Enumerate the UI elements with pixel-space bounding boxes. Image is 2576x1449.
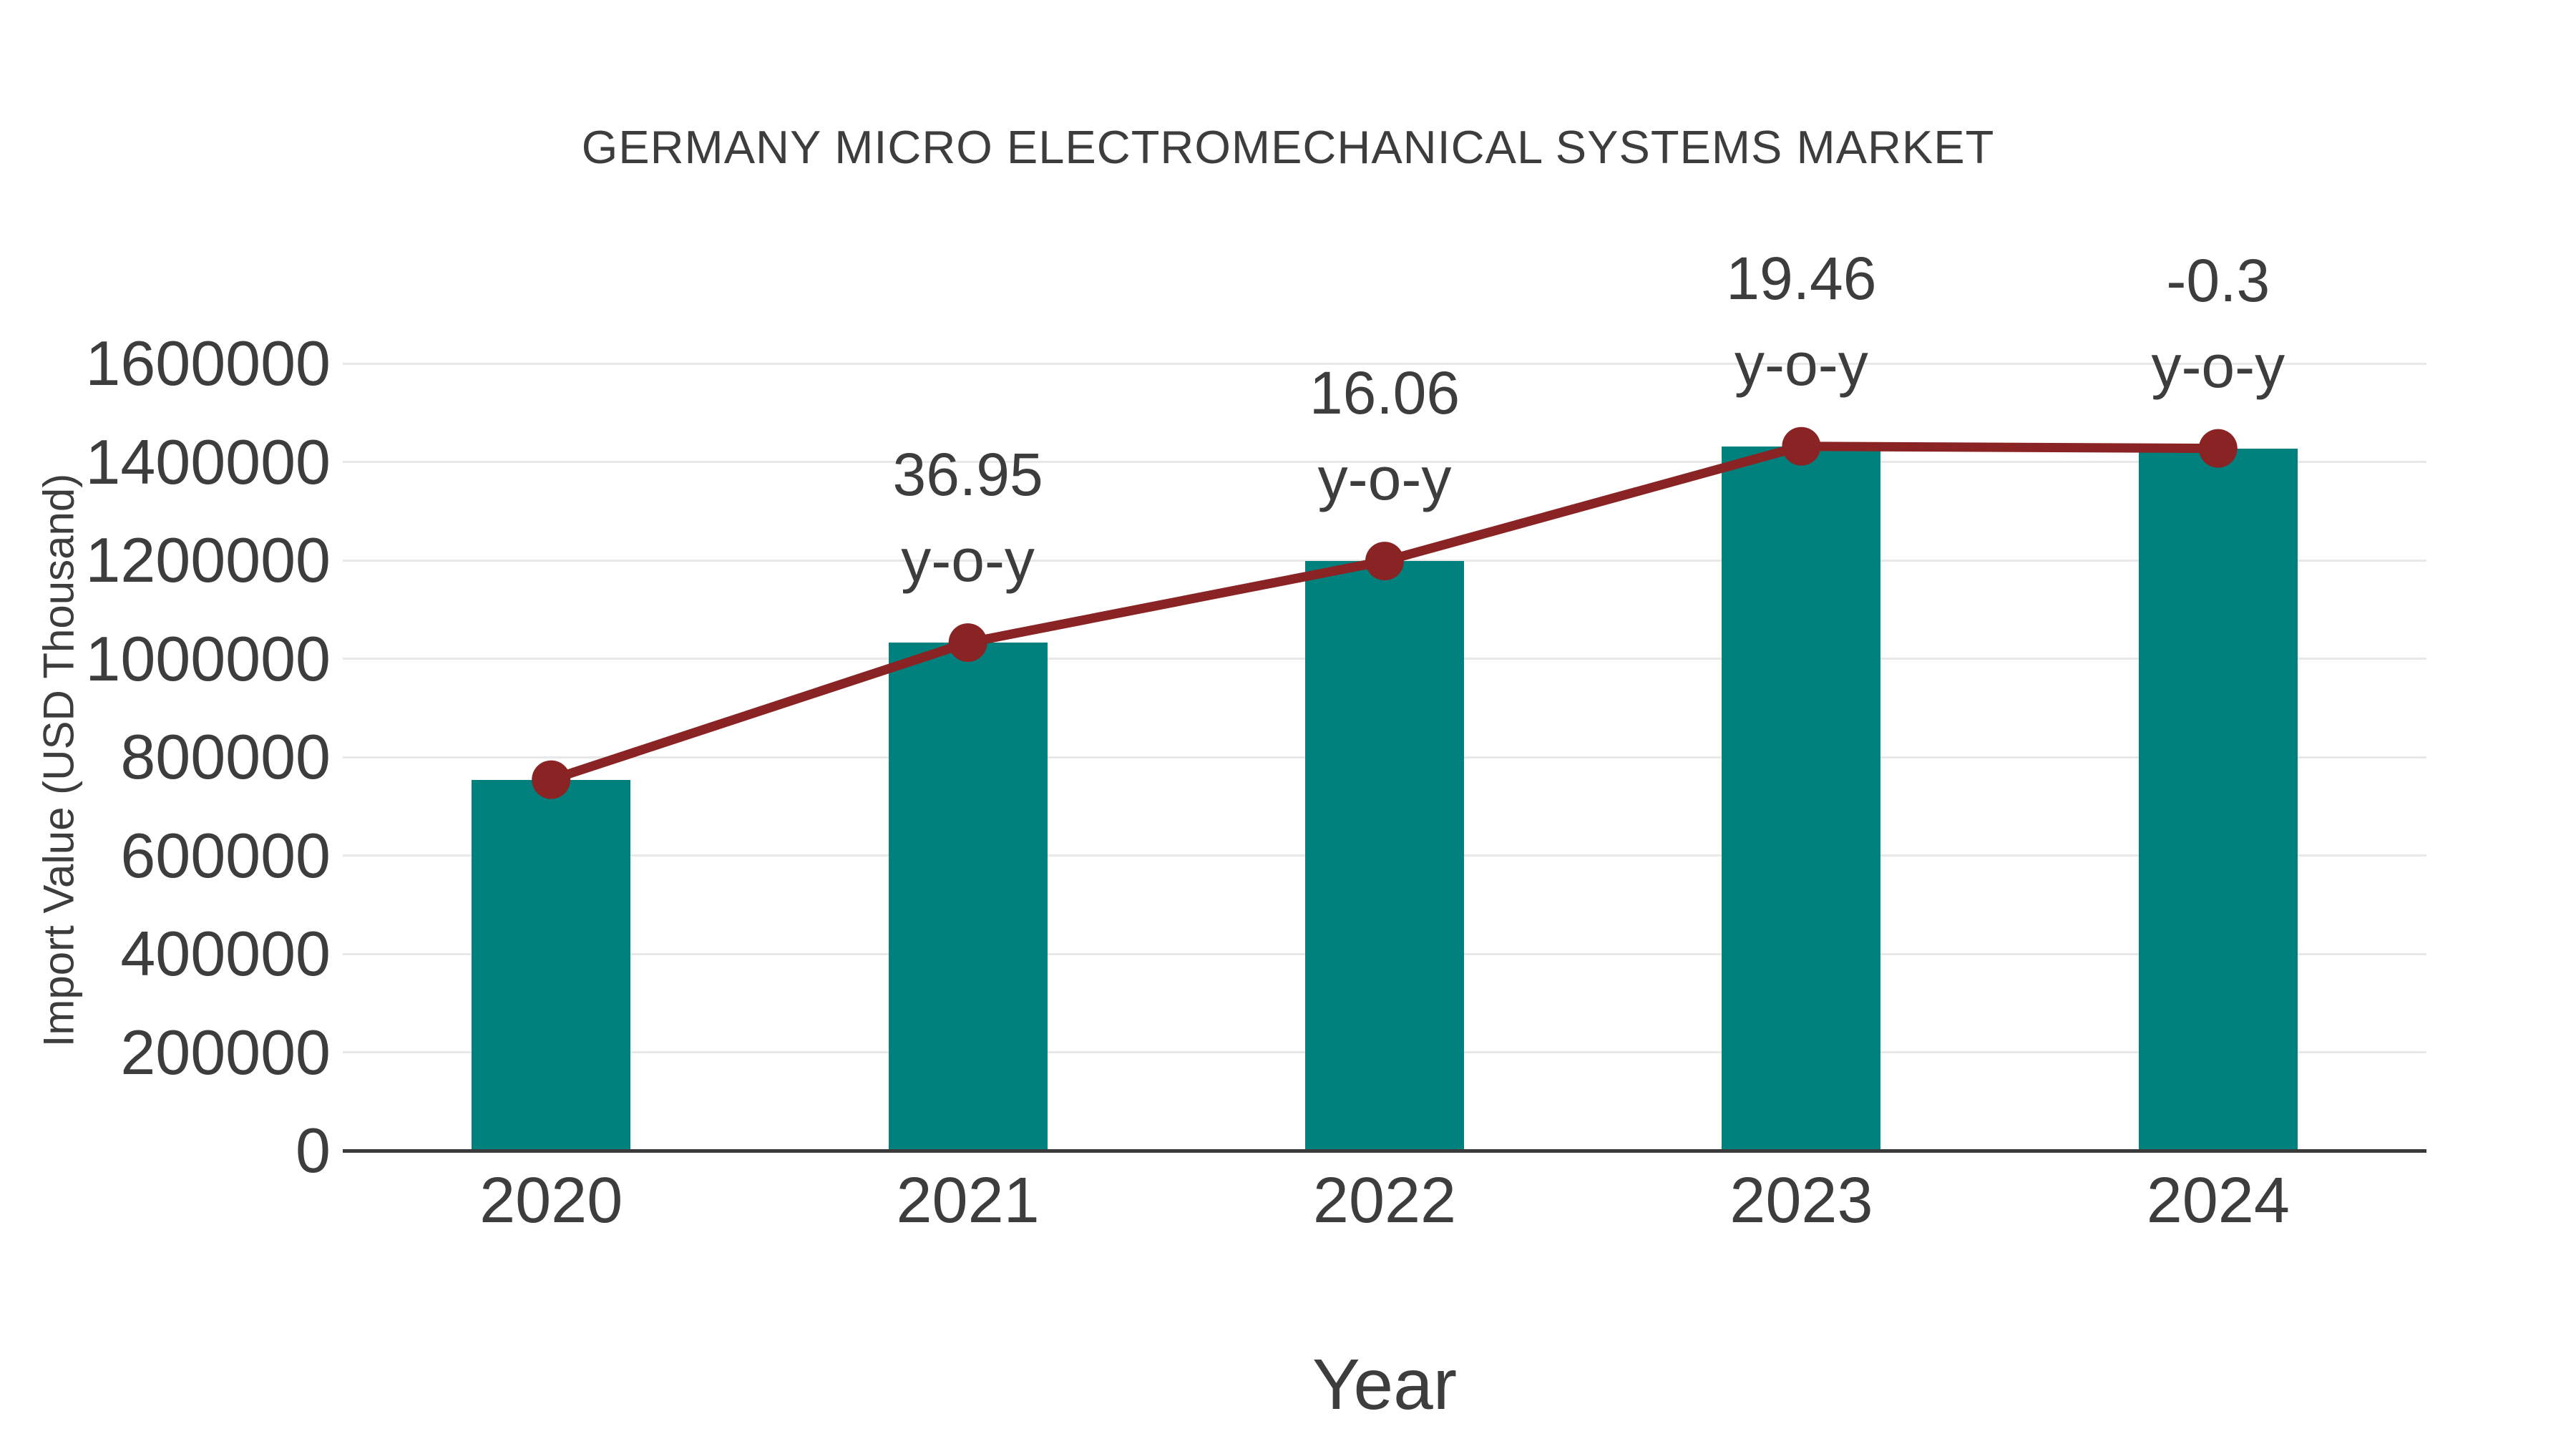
y-tick-label: 1000000 [85, 623, 331, 694]
bar-2020[interactable] [472, 779, 631, 1151]
marker-2024[interactable] [2198, 429, 2238, 468]
annotation-2022: 16.06 y-o-y [1309, 359, 1460, 513]
x-tick-label: 2021 [896, 1165, 1040, 1236]
y-tick-label: 1600000 [85, 328, 331, 399]
gridline [343, 461, 2426, 463]
y-tick-label: 800000 [120, 721, 331, 792]
y-tick-label: 1400000 [85, 426, 331, 497]
marker-2023[interactable] [1782, 426, 1821, 466]
y-tick-label: 600000 [120, 819, 331, 891]
y-tick-label: 200000 [120, 1016, 331, 1088]
marker-2022[interactable] [1365, 542, 1404, 581]
annotation-2023: 19.46 y-o-y [1726, 244, 1877, 398]
bar-2023[interactable] [1722, 446, 1881, 1151]
bar-2022[interactable] [1305, 561, 1464, 1151]
annotation-2021: 36.95 y-o-y [892, 441, 1043, 595]
x-tick-label: 2024 [2146, 1165, 2290, 1236]
x-axis-title: Year [1312, 1345, 1458, 1425]
marker-2020[interactable] [532, 760, 571, 799]
bar-2021[interactable] [888, 643, 1048, 1151]
annotation-2024: -0.3 y-o-y [2151, 246, 2285, 400]
x-tick-label: 2022 [1312, 1165, 1457, 1236]
x-tick-label: 2023 [1729, 1165, 1873, 1236]
marker-2021[interactable] [948, 623, 987, 663]
x-tick-label: 2020 [479, 1165, 623, 1236]
gridline [343, 362, 2426, 365]
x-axis-line [343, 1149, 2426, 1153]
y-tick-label: 400000 [120, 918, 331, 989]
y-tick-label: 0 [296, 1115, 331, 1186]
y-tick-label: 1200000 [85, 525, 331, 595]
bar-2024[interactable] [2138, 448, 2298, 1151]
chart-title: GERMANY MICRO ELECTROMECHANICAL SYSTEMS … [581, 121, 1995, 173]
